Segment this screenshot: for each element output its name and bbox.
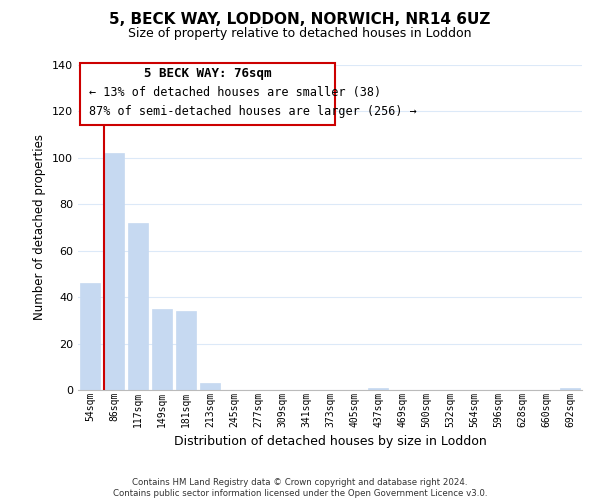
Bar [560,388,580,390]
Bar [200,383,220,390]
Text: Contains HM Land Registry data © Crown copyright and database right 2024.
Contai: Contains HM Land Registry data © Crown c… [113,478,487,498]
Bar [152,309,172,390]
Text: 5 BECK WAY: 76sqm: 5 BECK WAY: 76sqm [144,68,271,80]
Text: Size of property relative to detached houses in Loddon: Size of property relative to detached ho… [128,28,472,40]
X-axis label: Distribution of detached houses by size in Loddon: Distribution of detached houses by size … [173,435,487,448]
Bar [176,311,196,390]
Bar [104,153,124,390]
Bar [128,223,148,390]
Bar [80,283,100,390]
Text: 5, BECK WAY, LODDON, NORWICH, NR14 6UZ: 5, BECK WAY, LODDON, NORWICH, NR14 6UZ [109,12,491,28]
Y-axis label: Number of detached properties: Number of detached properties [34,134,46,320]
Bar [368,388,388,390]
Text: ← 13% of detached houses are smaller (38): ← 13% of detached houses are smaller (38… [89,86,382,100]
Text: 87% of semi-detached houses are larger (256) →: 87% of semi-detached houses are larger (… [89,105,417,118]
